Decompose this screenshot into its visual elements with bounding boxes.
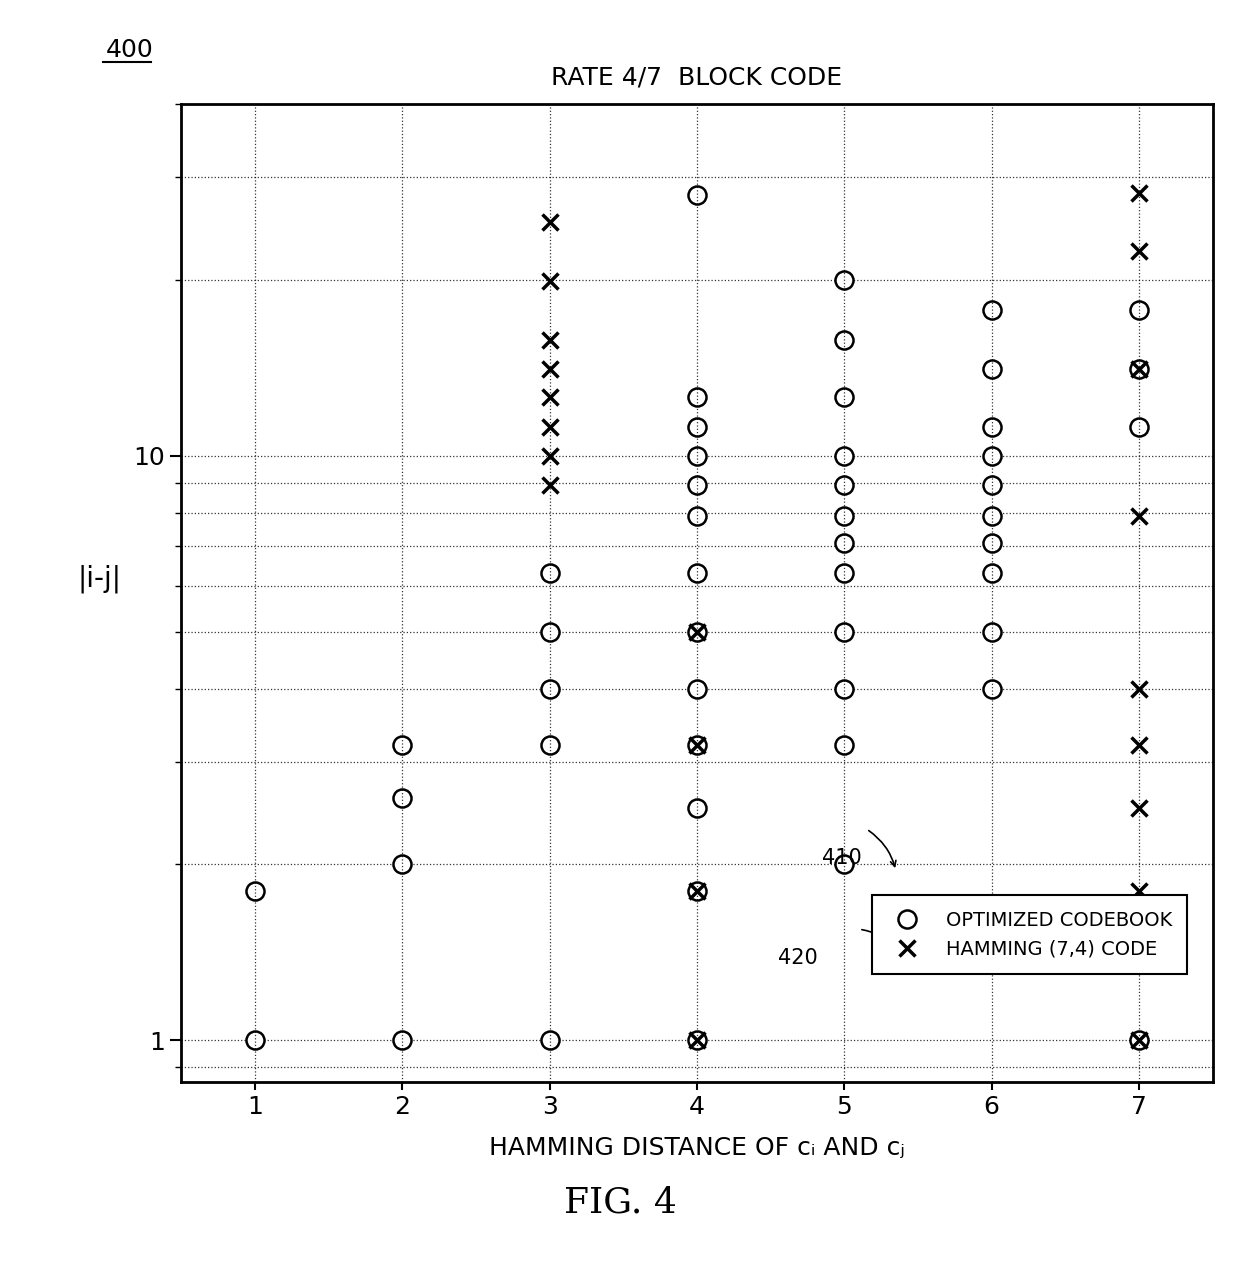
Text: FIG. 4: FIG. 4 xyxy=(563,1186,677,1220)
Title: RATE 4/7  BLOCK CODE: RATE 4/7 BLOCK CODE xyxy=(552,66,843,90)
Text: 410: 410 xyxy=(822,849,862,869)
Text: 420: 420 xyxy=(777,949,818,969)
Text: 400: 400 xyxy=(105,38,154,62)
Legend: OPTIMIZED CODEBOOK, HAMMING (7,4) CODE: OPTIMIZED CODEBOOK, HAMMING (7,4) CODE xyxy=(872,895,1188,974)
Y-axis label: |i-j|: |i-j| xyxy=(77,565,122,592)
X-axis label: HAMMING DISTANCE OF cᵢ AND cⱼ: HAMMING DISTANCE OF cᵢ AND cⱼ xyxy=(489,1135,905,1159)
